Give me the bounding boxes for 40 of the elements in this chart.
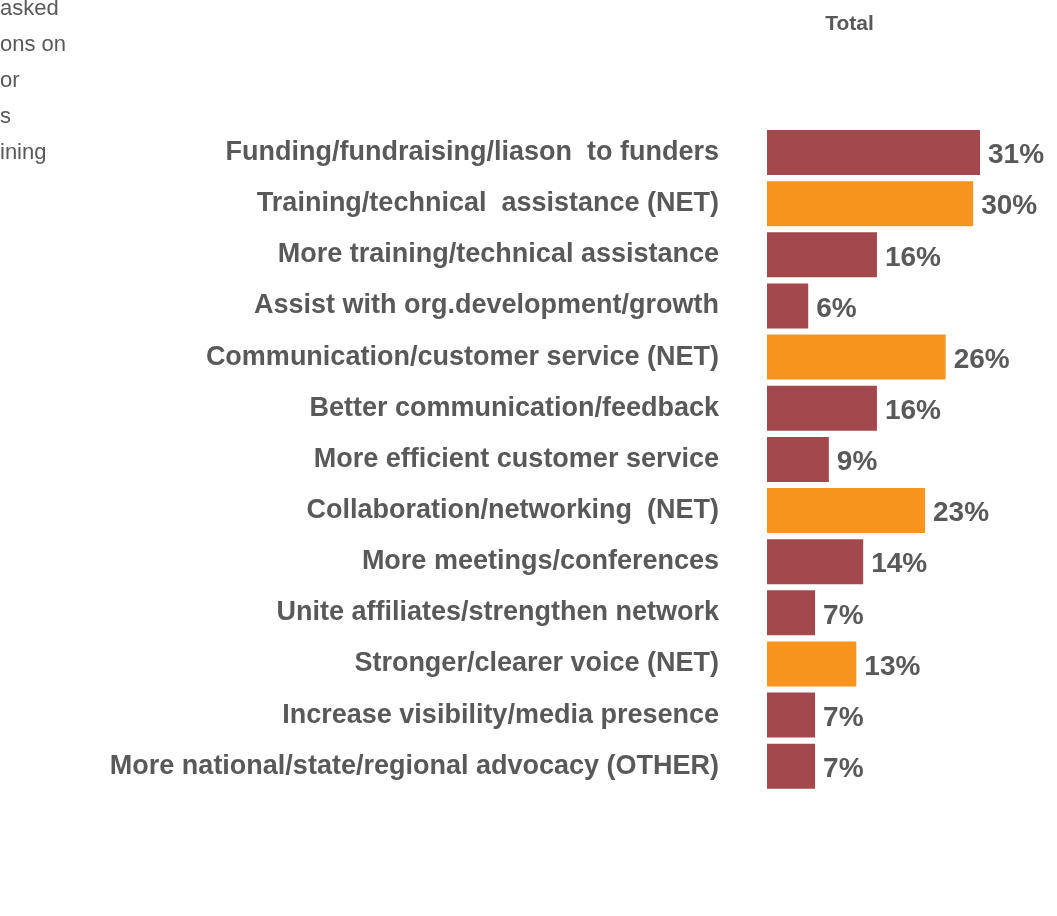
y-tick-label: Assist with org.development/growth (253, 289, 719, 320)
bar (767, 436, 829, 482)
bar (767, 743, 816, 789)
bar (767, 539, 864, 585)
data-label: 7% (823, 598, 864, 630)
data-label: 13% (864, 649, 921, 681)
bar (767, 385, 877, 431)
bar (767, 334, 946, 380)
y-tick-label: Communication/customer service (NET) (205, 340, 719, 371)
chart-title: Total (825, 10, 874, 34)
y-tick-label: Increase visibility/media presence (282, 698, 719, 729)
y-tick-label: Training/technical assistance (NET) (256, 187, 719, 218)
bar (767, 488, 926, 534)
bar (767, 232, 877, 278)
bar (767, 590, 816, 636)
y-tick-label: Unite affiliates/strengthen network (276, 596, 720, 627)
bar (767, 692, 816, 738)
y-tick-label: More meetings/conferences (361, 545, 719, 576)
data-label: 16% (884, 240, 942, 272)
data-label: 7% (823, 751, 864, 783)
bar (767, 641, 857, 687)
data-label: 6% (816, 291, 857, 323)
data-label: 7% (823, 700, 864, 732)
bar (767, 130, 980, 176)
y-tick-label: Stronger/clearer voice (NET) (354, 647, 719, 678)
y-tick-label: More efficient customer service (313, 442, 719, 473)
data-label: 31% (988, 138, 1045, 170)
data-label: 14% (871, 547, 928, 579)
bar (767, 283, 809, 329)
y-tick-label: Better communication/feedback (309, 391, 720, 422)
bar (767, 181, 974, 227)
y-tick-label: More training/technical assistance (277, 238, 719, 269)
y-tick-label: Funding/fundraising/liason to funders (225, 136, 719, 167)
data-label: 16% (884, 393, 942, 425)
data-label: 23% (933, 496, 990, 528)
data-label: 9% (836, 445, 878, 477)
data-label: 30% (981, 189, 1038, 221)
y-tick-label: Collaboration/networking (NET) (306, 493, 719, 524)
data-label: 26% (953, 342, 1010, 374)
y-tick-label: More national/state/regional advocacy (OTHER) (109, 749, 719, 780)
